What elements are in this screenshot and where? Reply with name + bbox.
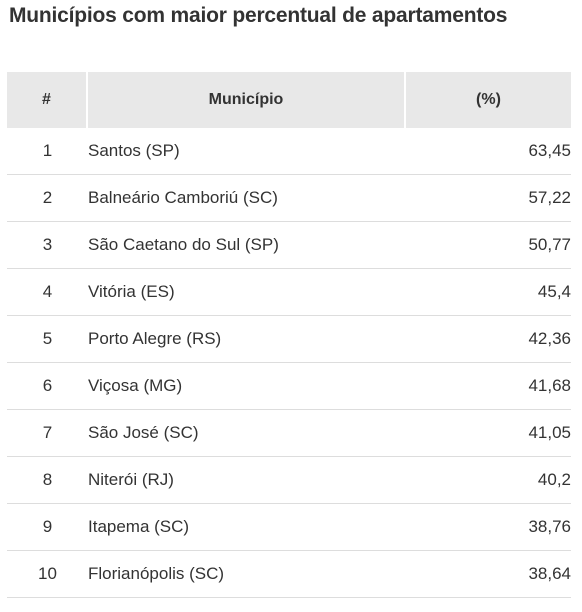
- municipio-cell: Porto Alegre (RS): [88, 316, 406, 363]
- header-municipio[interactable]: Município: [88, 72, 406, 128]
- data-table: # Município (%) 1 Santos (SP) 63,45 2 Balneá…: [7, 72, 571, 598]
- rank-cell: 7: [7, 410, 88, 457]
- municipio-cell: Florianópolis (SC): [88, 551, 406, 598]
- table-row: 3 São Caetano do Sul (SP) 50,77: [7, 222, 571, 269]
- rank-cell: 3: [7, 222, 88, 269]
- table-row: 4 Vitória (ES) 45,4: [7, 269, 571, 316]
- table-row: 6 Viçosa (MG) 41,68: [7, 363, 571, 410]
- municipio-cell: Vitória (ES): [88, 269, 406, 316]
- percentual-cell: 41,05: [406, 410, 571, 457]
- header-rank[interactable]: #: [7, 72, 88, 128]
- municipio-cell: São José (SC): [88, 410, 406, 457]
- rank-cell: 10: [7, 551, 88, 598]
- rank-cell: 4: [7, 269, 88, 316]
- percentual-cell: 57,22: [406, 175, 571, 222]
- table-header: # Município (%): [7, 72, 571, 128]
- municipio-cell: Niterói (RJ): [88, 457, 406, 504]
- table-row: 8 Niterói (RJ) 40,2: [7, 457, 571, 504]
- table-row: 1 Santos (SP) 63,45: [7, 128, 571, 175]
- table-row: 9 Itapema (SC) 38,76: [7, 504, 571, 551]
- rank-cell: 1: [7, 128, 88, 175]
- municipio-cell: Santos (SP): [88, 128, 406, 175]
- rank-cell: 2: [7, 175, 88, 222]
- table-row: 2 Balneário Camboriú (SC) 57,22: [7, 175, 571, 222]
- header-percentual[interactable]: (%): [406, 72, 571, 128]
- municipio-cell: Itapema (SC): [88, 504, 406, 551]
- header-row: # Município (%): [7, 72, 571, 128]
- percentual-cell: 38,64: [406, 551, 571, 598]
- chart-title: Municípios com maior percentual de apart…: [9, 4, 508, 27]
- percentual-cell: 42,36: [406, 316, 571, 363]
- percentual-cell: 63,45: [406, 128, 571, 175]
- table-body: 1 Santos (SP) 63,45 2 Balneário Camboriú (SC…: [7, 128, 571, 598]
- municipio-cell: Viçosa (MG): [88, 363, 406, 410]
- table-row: 5 Porto Alegre (RS) 42,36: [7, 316, 571, 363]
- table-row: 7 São José (SC) 41,05: [7, 410, 571, 457]
- percentual-cell: 45,4: [406, 269, 571, 316]
- municipio-cell: Balneário Camboriú (SC): [88, 175, 406, 222]
- rank-cell: 9: [7, 504, 88, 551]
- table-row: 10 Florianópolis (SC) 38,64: [7, 551, 571, 598]
- percentual-cell: 38,76: [406, 504, 571, 551]
- rank-cell: 8: [7, 457, 88, 504]
- rank-cell: 6: [7, 363, 88, 410]
- percentual-cell: 40,2: [406, 457, 571, 504]
- rank-cell: 5: [7, 316, 88, 363]
- percentual-cell: 50,77: [406, 222, 571, 269]
- municipio-cell: São Caetano do Sul (SP): [88, 222, 406, 269]
- percentual-cell: 41,68: [406, 363, 571, 410]
